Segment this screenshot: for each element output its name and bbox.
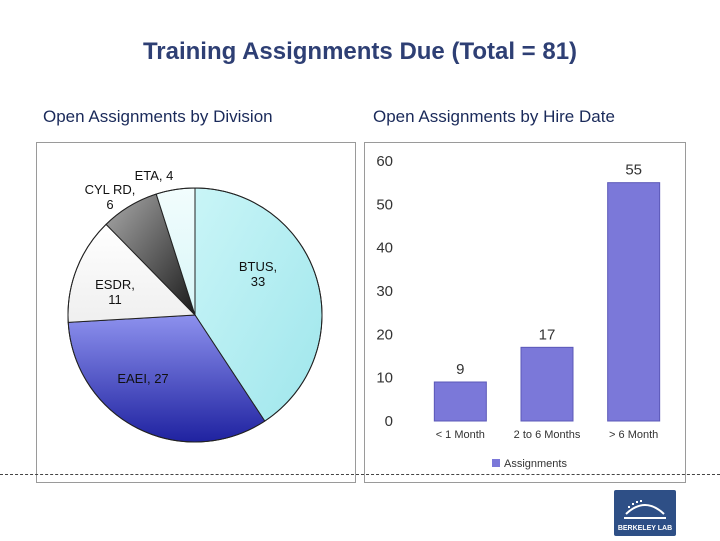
- y-tick-label: 30: [376, 283, 393, 300]
- pie-chart-subtitle: Open Assignments by Division: [43, 107, 273, 126]
- footer-divider: [0, 474, 720, 475]
- legend-swatch: [492, 459, 500, 467]
- y-tick-label: 60: [376, 153, 393, 170]
- pie-label-eaei: EAEI, 27: [117, 371, 168, 386]
- bar: [433, 381, 487, 422]
- bar-chart: 0 10 20 30 40 50 60 9 < 1 Month 17 2 to 6 Months 55…: [376, 153, 661, 470]
- bar-data-label: 17: [539, 326, 556, 343]
- pie-outline: [67, 187, 323, 443]
- logo-icon: BERKELEY LAB: [618, 500, 672, 532]
- y-tick-label: 0: [385, 413, 393, 430]
- logo-text: BERKELEY LAB: [618, 525, 672, 532]
- pie-label-btus: BTUS, 33: [239, 259, 277, 289]
- bar: [520, 346, 574, 422]
- pie-label-esdr: ESDR, 11: [95, 277, 135, 307]
- pie-label-cyl-rd: CYL RD, 6: [85, 182, 136, 212]
- y-tick-label: 40: [376, 240, 393, 257]
- pie-chart-panel: BTUS, 33 EAEI, 27 ESDR, 11 CYL RD, 6 ETA, 4: [36, 142, 356, 483]
- bar: [607, 182, 661, 422]
- legend-label: Assignments: [504, 458, 567, 470]
- berkeley-lab-logo: BERKELEY LAB: [614, 490, 676, 536]
- y-tick-label: 20: [376, 326, 393, 343]
- bar-data-label: 55: [625, 162, 642, 179]
- bar-chart-subtitle: Open Assignments by Hire Date: [373, 107, 615, 126]
- y-tick-label: 10: [376, 370, 393, 387]
- pie-label-eta: ETA, 4: [135, 168, 174, 183]
- bar-chart-panel: 0 10 20 30 40 50 60 9 < 1 Month 17 2 to 6 Months 55…: [364, 142, 686, 483]
- x-tick-label: 2 to 6 Months: [514, 429, 581, 441]
- x-tick-label: > 6 Month: [609, 429, 658, 441]
- bar-data-label: 9: [456, 361, 464, 378]
- page-title: Training Assignments Due (Total = 81): [142, 38, 578, 65]
- y-tick-label: 50: [376, 196, 393, 213]
- x-tick-label: < 1 Month: [436, 429, 485, 441]
